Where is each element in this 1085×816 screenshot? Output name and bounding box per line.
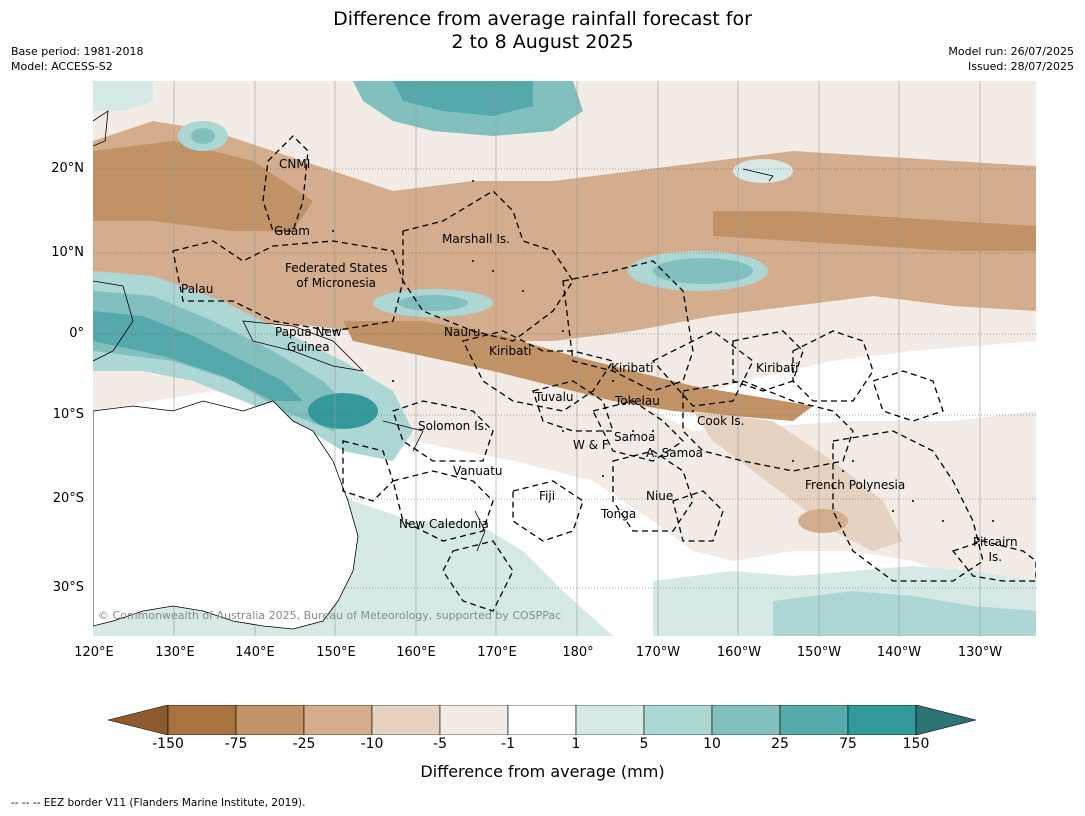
place-fsm: Federated States of Micronesia [285, 261, 387, 291]
meta-right: Model run: 26/07/2025 Issued: 28/07/2025 [948, 44, 1074, 74]
place-fsm-line2: of Micronesia [296, 276, 377, 290]
place-tokelau: Tokelau [615, 394, 660, 408]
colorbar-tick-6: -1 [501, 736, 515, 752]
colorbar-tick-9: 10 [703, 736, 721, 752]
model-name: Model: ACCESS-S2 [11, 60, 113, 73]
colorbar-bin-4 [371, 705, 441, 735]
colorbar-tick-4: -10 [360, 736, 384, 752]
colorbar-tick-8: 5 [639, 736, 649, 752]
place-new-caledonia: New Caledonia [399, 517, 489, 531]
colorbar-tick-10: 25 [771, 736, 789, 752]
eez-legend-note: -- -- -- EEZ border V11 (Flanders Marine… [11, 797, 306, 809]
colorbar-extend-high [915, 705, 977, 735]
place-pitcairn-line1: Pitcairn [973, 535, 1018, 549]
place-pitcairn-line2: Is. [988, 550, 1003, 564]
colorbar-tick-2: -75 [224, 736, 248, 752]
place-kiribati-central: Kiribati [611, 361, 654, 375]
colorbar-tick-3: -25 [292, 736, 316, 752]
place-nauru: Nauru [444, 325, 481, 339]
place-asamoa: A. Samoa [646, 446, 703, 460]
place-kiribati-east: Kiribati [756, 361, 799, 375]
lat-label-10n: 10°N [51, 245, 84, 260]
lon-label-170w: 170°W [635, 645, 681, 660]
lon-label-160e: 160°E [396, 645, 436, 660]
place-cnmi: CNMI [279, 157, 311, 171]
map-canvas [93, 81, 1036, 636]
colorbar-extend-low [108, 705, 169, 735]
lon-label-140w: 140°W [876, 645, 922, 660]
place-palau: Palau [181, 282, 214, 296]
lat-label-30s: 30°S [52, 580, 84, 595]
issued-date: Issued: 28/07/2025 [967, 60, 1074, 73]
colorbar-label: Difference from average (mm) [420, 762, 665, 781]
place-solomon: Solomon Is. [418, 419, 488, 433]
lon-label-170e: 170°E [477, 645, 517, 660]
lat-label-20n: 20°N [51, 161, 84, 176]
colorbar-tick-11: 75 [839, 736, 857, 752]
place-png-line1: Papua New [275, 325, 342, 339]
colorbar-tick-5: -5 [433, 736, 447, 752]
lat-label-10s: 10°S [52, 407, 84, 422]
colorbar-bin-6 [507, 705, 577, 735]
place-fsm-line1: Federated States [285, 261, 388, 275]
lon-label-130e: 130°E [155, 645, 195, 660]
lon-label-160w: 160°W [716, 645, 762, 660]
colorbar-bin-2 [235, 705, 305, 735]
lon-label-150w: 150°W [796, 645, 842, 660]
colorbar-bin-5 [439, 705, 509, 735]
colorbar-tick-1: -150 [152, 736, 184, 752]
base-period: Base period: 1981-2018 [11, 45, 144, 58]
rainfall-map: CNMI Guam Marshall Is. Federated States … [93, 81, 1036, 636]
colorbar-bin-10 [779, 705, 849, 735]
title-line-2: 2 to 8 August 2025 [451, 31, 634, 53]
place-samoa: Samoa [614, 430, 656, 444]
place-fiji: Fiji [539, 489, 556, 503]
lon-label-120e: 120°E [74, 645, 114, 660]
title-line-1: Difference from average rainfall forecas… [333, 8, 752, 30]
colorbar-tick-7: 1 [571, 736, 581, 752]
copyright-notice: © Commonwealth of Australia 2025, Bureau… [98, 609, 562, 622]
place-png: Papua New Guinea [275, 325, 342, 355]
lat-label-0: 0° [69, 326, 84, 341]
colorbar-bin-8 [643, 705, 713, 735]
place-cook: Cook Is. [697, 414, 745, 428]
colorbar-bin-11 [847, 705, 917, 735]
place-vanuatu: Vanuatu [453, 464, 503, 478]
place-french-polynesia: French Polynesia [805, 478, 906, 492]
lat-label-20s: 20°S [52, 491, 84, 506]
place-niue: Niue [646, 489, 674, 503]
place-pitcairn: Pitcairn Is. [973, 535, 1018, 565]
colorbar-bin-3 [303, 705, 373, 735]
lon-label-150e: 150°E [316, 645, 356, 660]
colorbar-bin-9 [711, 705, 781, 735]
lon-label-180: 180° [562, 645, 594, 660]
colorbar-bin-1 [167, 705, 237, 735]
lon-label-130w: 130°W [957, 645, 1003, 660]
place-tonga: Tonga [601, 507, 637, 521]
model-run: Model run: 26/07/2025 [948, 45, 1074, 58]
chart-title: Difference from average rainfall forecas… [0, 8, 1085, 54]
place-marshall: Marshall Is. [442, 232, 510, 246]
place-png-line2: Guinea [287, 340, 330, 354]
place-tuvalu: Tuvalu [535, 390, 574, 404]
colorbar-tick-12: 150 [902, 736, 930, 752]
lon-label-140e: 140°E [235, 645, 275, 660]
colorbar [108, 705, 977, 735]
place-wf: W & F [573, 438, 609, 452]
place-guam: Guam [274, 224, 310, 238]
place-kiribati-west: Kiribati [489, 344, 532, 358]
meta-left: Base period: 1981-2018 Model: ACCESS-S2 [11, 44, 143, 74]
colorbar-bin-7 [575, 705, 645, 735]
